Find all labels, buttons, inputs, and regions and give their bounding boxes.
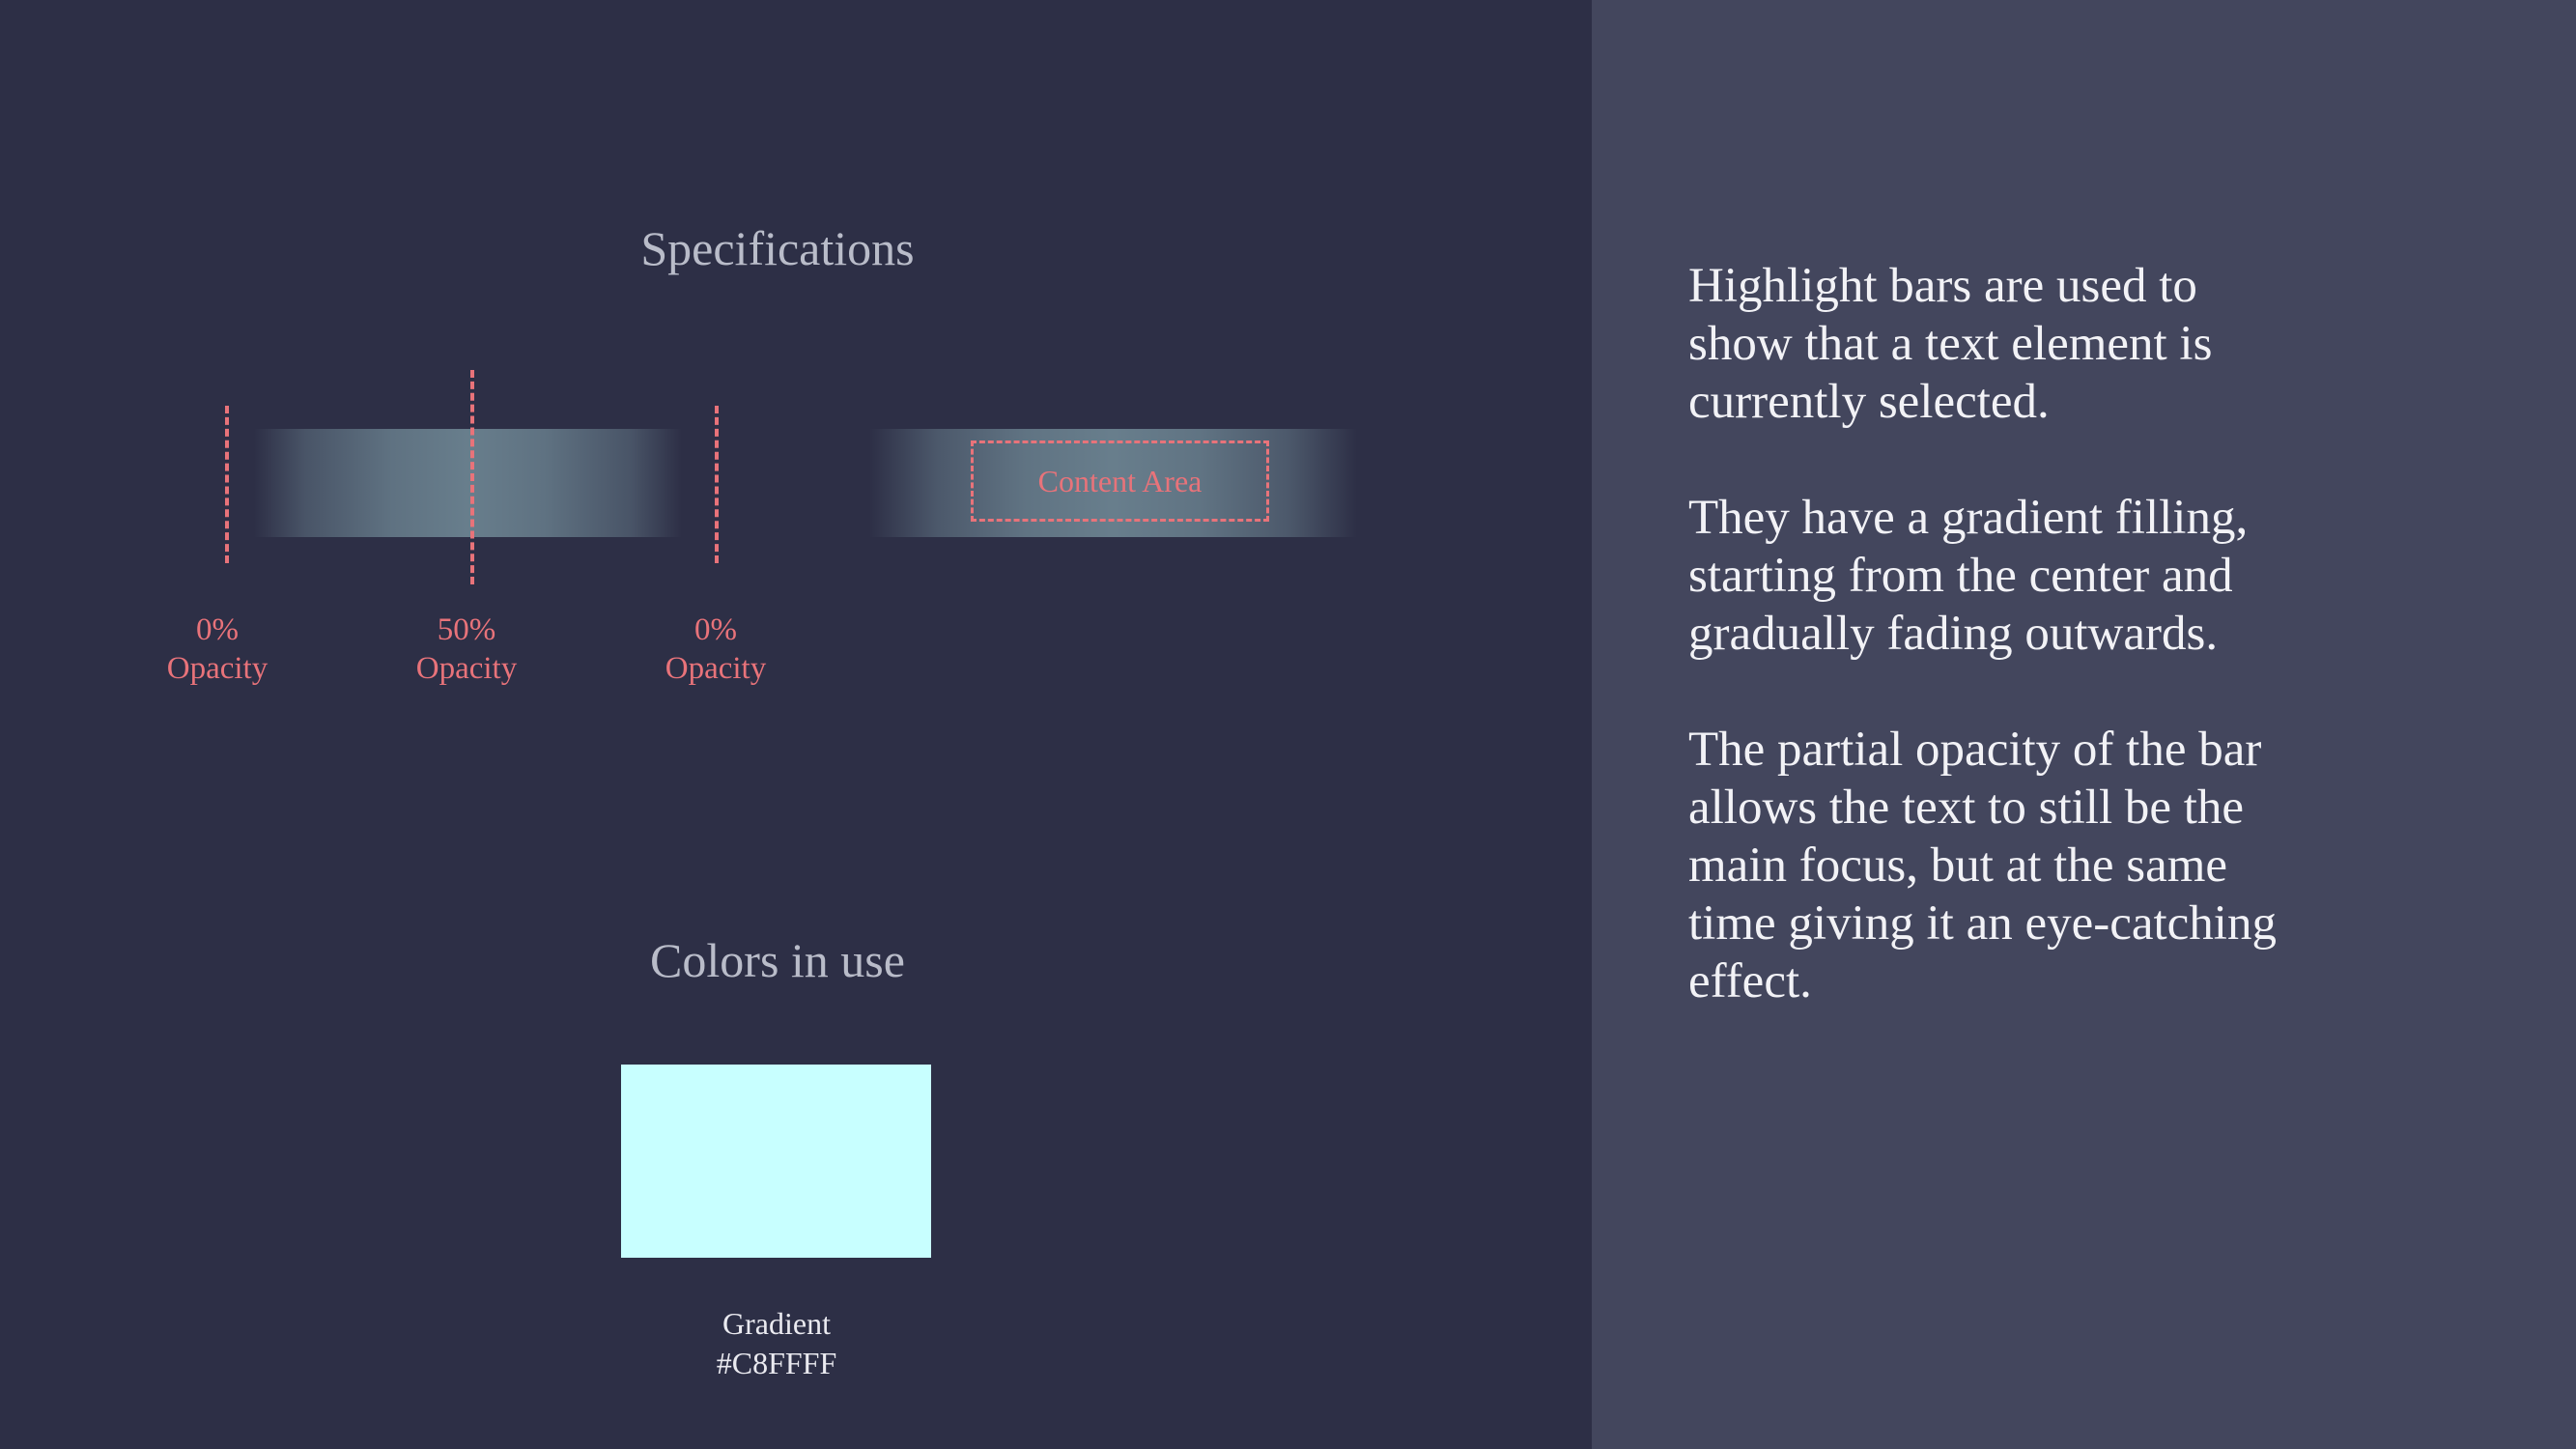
color-swatch [621, 1065, 931, 1258]
colors-title: Colors in use [650, 933, 905, 987]
opacity-value: 0% [694, 612, 737, 647]
opacity-text: Opacity [166, 651, 269, 686]
specifications-title: Specifications [640, 221, 915, 275]
content-area-box: Content Area [971, 440, 1269, 522]
description-paragraph-3: The partial opacity of the bar allows th… [1688, 723, 2277, 1009]
highlight-bar-example [254, 429, 682, 537]
opacity-label-right: 0% Opacity [629, 611, 803, 688]
description-panel [1592, 0, 2576, 1449]
opacity-guide-left [225, 406, 229, 563]
swatch-name: Gradient [722, 1306, 831, 1341]
opacity-guide-center [470, 370, 474, 584]
opacity-value: 0% [196, 612, 239, 647]
opacity-label-center: 50% Opacity [380, 611, 553, 688]
opacity-label-left: 0% Opacity [130, 611, 304, 688]
swatch-hex: #C8FFFF [716, 1346, 837, 1380]
description-paragraph-1: Highlight bars are used to show that a t… [1688, 259, 2213, 429]
swatch-caption: Gradient #C8FFFF [583, 1304, 970, 1383]
content-area-label: Content Area [1037, 463, 1203, 498]
opacity-text: Opacity [665, 651, 767, 686]
opacity-text: Opacity [415, 651, 518, 686]
opacity-guide-right [715, 406, 719, 563]
specs-panel: Specifications 0% Opacity 50% Opacity 0%… [130, 221, 1357, 1383]
description-paragraph-2: They have a gradient filling, starting f… [1688, 491, 2249, 661]
opacity-value: 50% [437, 612, 496, 647]
